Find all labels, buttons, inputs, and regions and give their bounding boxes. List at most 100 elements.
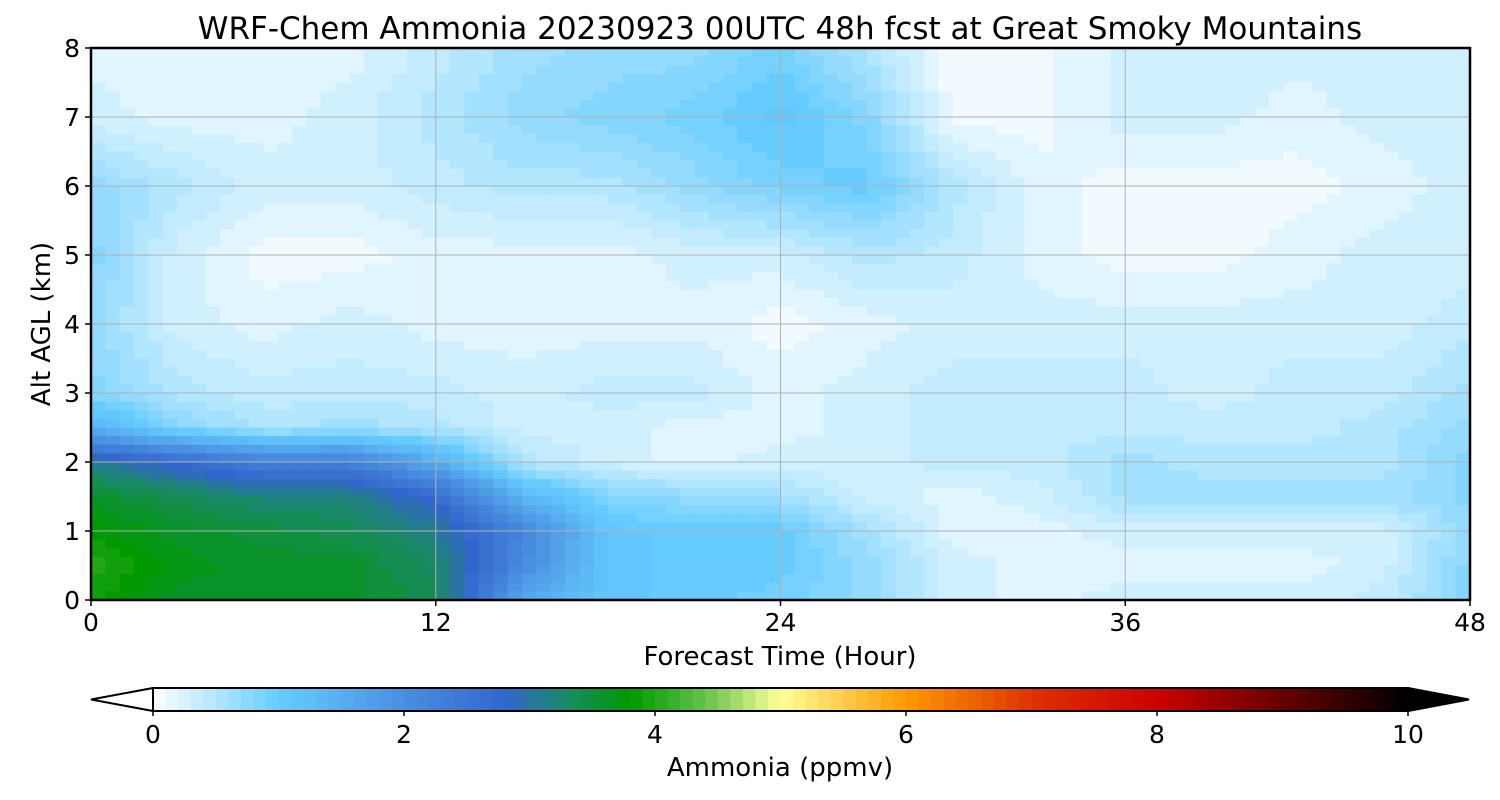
heatmap-cell	[105, 272, 121, 282]
heatmap-cell	[565, 272, 580, 282]
heatmap-cell	[967, 479, 983, 489]
heatmap-cell	[1024, 73, 1040, 84]
heatmap-cell	[1268, 324, 1284, 334]
heatmap-cell	[593, 56, 609, 66]
heatmap-cell	[694, 393, 710, 403]
heatmap-cell	[1340, 306, 1356, 316]
heatmap-cell	[766, 462, 782, 472]
heatmap-cell	[737, 82, 753, 92]
heatmap-cell	[507, 186, 523, 196]
heatmap-cell	[1283, 65, 1299, 75]
heatmap-cell	[967, 91, 983, 101]
heatmap-cell	[1369, 410, 1385, 420]
heatmap-cell	[837, 487, 853, 498]
heatmap-cell	[1326, 263, 1342, 273]
heatmap-cell	[320, 427, 336, 437]
heatmap-cell	[1441, 160, 1457, 170]
heatmap-cell	[1398, 306, 1414, 316]
heatmap-cell	[249, 418, 264, 429]
heatmap-cell	[651, 65, 667, 75]
heatmap-cell	[938, 211, 954, 222]
heatmap-cell	[363, 48, 379, 58]
heatmap-cell	[119, 375, 135, 385]
heatmap-cell	[134, 151, 150, 161]
heatmap-cell	[1311, 470, 1327, 480]
heatmap-cell	[292, 306, 308, 316]
heatmap-cell	[723, 194, 738, 204]
heatmap-cell	[866, 470, 882, 480]
heatmap-cell	[708, 418, 724, 429]
heatmap-cell	[952, 349, 968, 360]
heatmap-cell	[1355, 358, 1371, 368]
heatmap-cell	[1297, 65, 1313, 75]
heatmap-cell	[1010, 298, 1026, 308]
heatmap-cell	[679, 298, 695, 308]
heatmap-cell	[1268, 134, 1284, 144]
heatmap-cell	[1096, 280, 1112, 291]
heatmap-cell	[134, 324, 150, 334]
heatmap-cell	[435, 65, 451, 75]
heatmap-cell	[263, 56, 279, 66]
heatmap-cell	[177, 220, 193, 230]
heatmap-cell	[737, 108, 753, 118]
heatmap-cell	[1067, 358, 1083, 368]
heatmap-cell	[665, 479, 681, 489]
heatmap-cell	[536, 315, 552, 325]
heatmap-cell	[981, 410, 997, 420]
heatmap-cell	[536, 393, 552, 403]
heatmap-cell	[1412, 203, 1428, 213]
heatmap-cell	[249, 358, 264, 368]
heatmap-cell	[766, 65, 782, 75]
heatmap-cell	[177, 56, 193, 66]
heatmap-cell	[981, 186, 997, 196]
heatmap-cell	[421, 427, 437, 437]
heatmap-cell	[608, 332, 624, 342]
heatmap-cell	[622, 177, 638, 187]
heatmap-cell	[1326, 211, 1342, 222]
heatmap-cell	[407, 298, 422, 308]
heatmap-cell	[579, 48, 595, 58]
heatmap-cell	[148, 168, 164, 178]
heatmap-cell	[349, 487, 365, 498]
heatmap-cell	[823, 56, 839, 66]
heatmap-cell	[277, 444, 293, 454]
heatmap-cell	[205, 168, 221, 178]
heatmap-cell	[651, 220, 667, 230]
heatmap-cell	[536, 341, 552, 351]
heatmap-cell	[565, 125, 580, 135]
heatmap-cell	[363, 401, 379, 411]
heatmap-cell	[306, 315, 322, 325]
heatmap-cell	[1311, 401, 1327, 411]
heatmap-cell	[464, 427, 480, 437]
heatmap-cell	[177, 332, 193, 342]
heatmap-cell	[162, 410, 178, 420]
heatmap-cell	[1326, 479, 1342, 489]
heatmap-cell	[1010, 255, 1026, 265]
heatmap-cell	[708, 246, 724, 256]
heatmap-cell	[895, 177, 911, 187]
heatmap-cell	[723, 125, 738, 135]
heatmap-cell	[737, 194, 753, 204]
heatmap-cell	[1125, 263, 1141, 273]
heatmap-cell	[794, 220, 810, 230]
heatmap-cell	[1254, 306, 1270, 316]
heatmap-cell	[1197, 444, 1213, 454]
heatmap-cell	[694, 229, 710, 239]
heatmap-cell	[162, 194, 178, 204]
heatmap-cell	[967, 151, 983, 161]
heatmap-cell	[1168, 418, 1184, 429]
heatmap-cell	[924, 479, 940, 489]
heatmap-cell	[881, 255, 897, 265]
heatmap-cell	[1340, 56, 1356, 66]
heatmap-cell	[1412, 142, 1428, 153]
heatmap-cell	[407, 341, 422, 351]
heatmap-cell	[1197, 298, 1213, 308]
heatmap-cell	[162, 65, 178, 75]
heatmap-cell	[995, 358, 1011, 368]
heatmap-cell	[1268, 341, 1284, 351]
heatmap-cell	[1426, 324, 1442, 334]
heatmap-cell	[794, 272, 810, 282]
heatmap-cell	[1240, 272, 1256, 282]
heatmap-cell	[1268, 263, 1284, 273]
heatmap-cell	[651, 418, 667, 429]
